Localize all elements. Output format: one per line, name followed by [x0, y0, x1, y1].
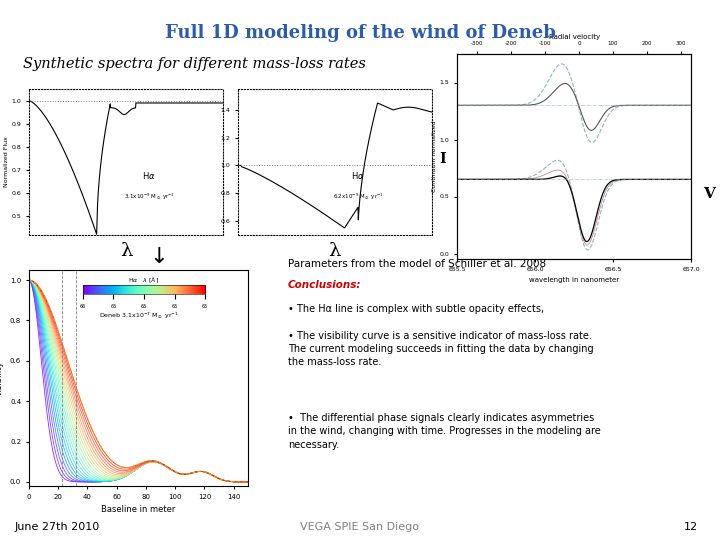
Text: H$\alpha$: H$\alpha$ — [351, 171, 365, 181]
Text: Deneb 3.1x10$^{-7}$ M$_\odot$ yr$^{-1}$: Deneb 3.1x10$^{-7}$ M$_\odot$ yr$^{-1}$ — [99, 310, 179, 321]
Y-axis label: Continuum normalized: Continuum normalized — [432, 121, 437, 192]
Text: ↓: ↓ — [149, 246, 168, 267]
Text: λ: λ — [328, 242, 341, 260]
Text: 3.1x10$^{-9}$ M$_\odot$ yr$^{-1}$: 3.1x10$^{-9}$ M$_\odot$ yr$^{-1}$ — [124, 191, 175, 201]
X-axis label: wavelength in nanometer: wavelength in nanometer — [529, 278, 619, 284]
Text: •  The differential phase signals clearly indicates asymmetries
in the wind, cha: • The differential phase signals clearly… — [288, 413, 600, 449]
Title: H$\alpha$   $\lambda$ [Å]: H$\alpha$ $\lambda$ [Å] — [128, 275, 160, 285]
Text: Synthetic spectra for different mass-loss rates: Synthetic spectra for different mass-los… — [23, 57, 366, 71]
Text: VEGA SPIE San Diego: VEGA SPIE San Diego — [300, 522, 420, 531]
Text: Parameters from the model of Schiller et al. 2008: Parameters from the model of Schiller et… — [288, 259, 546, 269]
Text: • The visibility curve is a sensitive indicator of mass-loss rate.
The current m: • The visibility curve is a sensitive in… — [288, 331, 593, 367]
X-axis label: Radial velocity: Radial velocity — [549, 33, 600, 39]
X-axis label: Baseline in meter: Baseline in meter — [102, 505, 176, 514]
Y-axis label: Visibility: Visibility — [0, 360, 4, 396]
Y-axis label: Normalized Flux: Normalized Flux — [4, 137, 9, 187]
Text: Full 1D modeling of the wind of Deneb: Full 1D modeling of the wind of Deneb — [165, 24, 555, 42]
Text: Conclusions:: Conclusions: — [288, 280, 361, 290]
Text: I: I — [439, 152, 446, 166]
Text: λ: λ — [120, 242, 132, 260]
Text: • The Hα line is complex with subtle opacity effects,: • The Hα line is complex with subtle opa… — [288, 305, 544, 314]
Text: June 27th 2010: June 27th 2010 — [14, 522, 99, 531]
Text: H$\alpha$: H$\alpha$ — [143, 171, 156, 181]
Text: 6.2x10$^{-9}$ M$_\odot$ yr$^{-1}$: 6.2x10$^{-9}$ M$_\odot$ yr$^{-1}$ — [333, 191, 384, 201]
Text: 12: 12 — [684, 522, 698, 531]
Text: V: V — [703, 187, 715, 201]
